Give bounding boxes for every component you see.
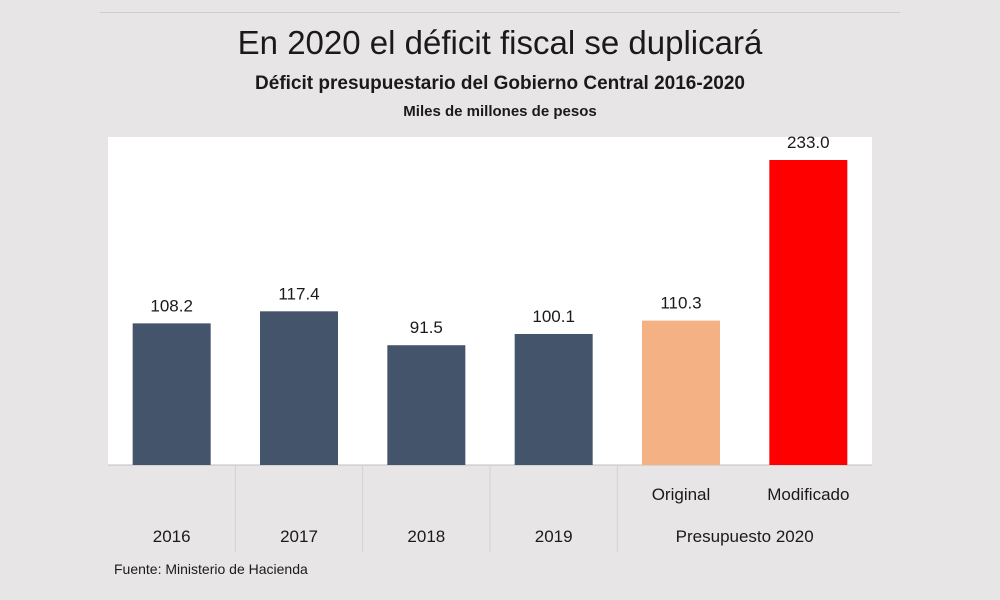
bar-2019 [514,333,593,465]
chart-title: En 2020 el déficit fiscal se duplicará [237,24,763,61]
bar-2018 [387,345,466,465]
source-note: Fuente: Ministerio de Hacienda [114,561,308,577]
tick-label: 2019 [535,527,573,546]
data-label: 233.0 [787,133,830,152]
data-label: 100.1 [532,307,575,326]
bar-2017 [260,311,338,465]
tick-label: Modificado [767,485,849,504]
bar-original [642,320,720,465]
data-label: 117.4 [278,284,319,303]
group-label: Presupuesto 2020 [676,527,814,546]
tick-label: Original [652,485,711,504]
chart-units: Miles de millones de pesos [403,103,597,120]
data-label: 110.3 [660,294,701,313]
tick-label: 2017 [280,527,318,546]
bar-2016 [132,323,211,465]
top-divider [100,12,900,13]
tick-label: 2016 [153,527,191,546]
plot-area [108,137,872,465]
bar-modificado [769,160,848,465]
data-label: 108.2 [150,296,193,315]
data-label: 91.5 [410,318,443,337]
chart-subtitle: Déficit presupuestario del Gobierno Cent… [255,73,745,94]
tick-label: 2018 [407,527,445,546]
